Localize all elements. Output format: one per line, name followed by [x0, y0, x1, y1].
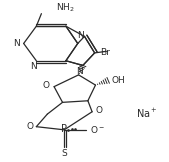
- Text: O: O: [27, 122, 34, 131]
- Text: O: O: [43, 81, 50, 90]
- Text: NH$_2$: NH$_2$: [56, 2, 75, 14]
- Text: N: N: [13, 39, 20, 48]
- Text: O$^-$: O$^-$: [90, 124, 105, 134]
- Text: O: O: [95, 106, 102, 115]
- Text: N: N: [77, 31, 84, 40]
- Text: N: N: [30, 62, 37, 71]
- Text: S: S: [61, 149, 67, 158]
- Text: N: N: [76, 67, 82, 75]
- Text: P: P: [61, 124, 67, 134]
- Text: OH: OH: [112, 76, 125, 85]
- Text: Na$^+$: Na$^+$: [136, 107, 158, 120]
- Text: Br: Br: [100, 48, 110, 57]
